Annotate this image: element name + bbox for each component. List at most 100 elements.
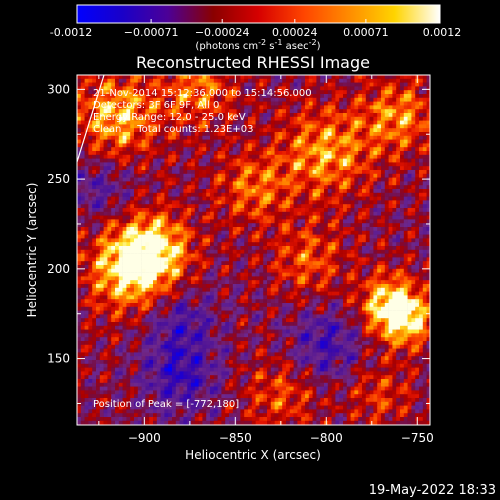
heatmap-cell [381, 215, 386, 220]
heatmap-cell [198, 170, 203, 175]
heatmap-cell [384, 185, 389, 190]
heatmap-cell [232, 253, 237, 258]
heatmap-cell [156, 90, 161, 95]
heatmap-cell [263, 265, 268, 270]
heatmap-cell [251, 230, 256, 235]
heatmap-cell [297, 268, 302, 273]
heatmap-cell [236, 268, 241, 273]
heatmap-cell [77, 162, 82, 167]
heatmap-cell [400, 192, 405, 197]
heatmap-cell [335, 272, 340, 277]
heatmap-cell [331, 116, 336, 121]
heatmap-cell [194, 132, 199, 137]
heatmap-cell [365, 158, 370, 163]
heatmap-cell [286, 272, 291, 277]
heatmap-cell [210, 82, 215, 87]
heatmap-cell [270, 242, 275, 247]
heatmap-cell [270, 253, 275, 258]
heatmap-cell [331, 75, 336, 80]
heatmap-cell [297, 90, 302, 95]
heatmap-cell [160, 97, 165, 102]
heatmap-cell [270, 204, 275, 209]
heatmap-cell [270, 86, 275, 91]
heatmap-cell [388, 75, 393, 80]
heatmap-cell [415, 185, 420, 190]
heatmap-cell [118, 211, 123, 216]
heatmap-cell [194, 109, 199, 114]
heatmap-cell [297, 200, 302, 205]
heatmap-cell [191, 257, 196, 262]
heatmap-cell [149, 139, 154, 144]
heatmap-cell [145, 257, 150, 262]
heatmap-cell [236, 139, 241, 144]
heatmap-cell [225, 268, 230, 273]
heatmap-cell [365, 272, 370, 277]
heatmap-cell [369, 135, 374, 140]
heatmap-cell [134, 208, 139, 213]
heatmap-cell [183, 143, 188, 148]
heatmap-cell [122, 211, 127, 216]
heatmap-cell [282, 208, 287, 213]
heatmap-cell [388, 177, 393, 182]
heatmap-cell [134, 276, 139, 281]
heatmap-cell [350, 238, 355, 243]
heatmap-cell [312, 113, 317, 118]
heatmap-cell [419, 170, 424, 175]
heatmap-cell [84, 139, 89, 144]
heatmap-cell [84, 90, 89, 95]
heatmap-cell [80, 120, 85, 125]
heatmap-cell [426, 249, 430, 254]
heatmap-cell [130, 215, 135, 220]
heatmap-cell [213, 82, 218, 87]
heatmap-cell [225, 124, 230, 129]
heatmap-cell [88, 238, 93, 243]
heatmap-cell [115, 139, 120, 144]
heatmap-cell [236, 113, 241, 118]
heatmap-cell [156, 154, 161, 159]
heatmap-cell [172, 227, 177, 232]
heatmap-cell [99, 82, 104, 87]
heatmap-cell [77, 97, 82, 102]
heatmap-cell [225, 94, 230, 99]
heatmap-cell [320, 154, 325, 159]
heatmap-cell [293, 105, 298, 110]
heatmap-cell [172, 154, 177, 159]
heatmap-cell [122, 215, 127, 220]
heatmap-cell [274, 215, 279, 220]
heatmap-cell [137, 116, 142, 121]
heatmap-cell [346, 162, 351, 167]
heatmap-cell [118, 128, 123, 133]
heatmap-cell [240, 162, 245, 167]
heatmap-cell [164, 268, 169, 273]
heatmap-cell [191, 238, 196, 243]
heatmap-cell [251, 257, 256, 262]
heatmap-cell [168, 181, 173, 186]
heatmap-cell [160, 261, 165, 266]
heatmap-cell [156, 234, 161, 239]
heatmap-cell [92, 208, 97, 213]
heatmap-cell [384, 143, 389, 148]
heatmap-cell [343, 101, 348, 106]
heatmap-cell [415, 192, 420, 197]
heatmap-cell [324, 200, 329, 205]
heatmap-cell [411, 162, 416, 167]
heatmap-cell [316, 151, 321, 156]
heatmap-cell [99, 257, 104, 262]
heatmap-cell [84, 192, 89, 197]
heatmap-cell [263, 151, 268, 156]
heatmap-cell [92, 154, 97, 159]
heatmap-cell [255, 276, 260, 281]
heatmap-cell [126, 234, 131, 239]
heatmap-cell [111, 147, 116, 152]
heatmap-cell [415, 189, 420, 194]
heatmap-cell [172, 90, 177, 95]
heatmap-cell [77, 86, 82, 91]
heatmap-cell [312, 230, 317, 235]
heatmap-cell [400, 246, 405, 251]
heatmap-cell [308, 189, 313, 194]
heatmap-cell [92, 192, 97, 197]
heatmap-cell [286, 90, 291, 95]
heatmap-cell [213, 204, 218, 209]
heatmap-cell [274, 219, 279, 224]
heatmap-cell [365, 120, 370, 125]
